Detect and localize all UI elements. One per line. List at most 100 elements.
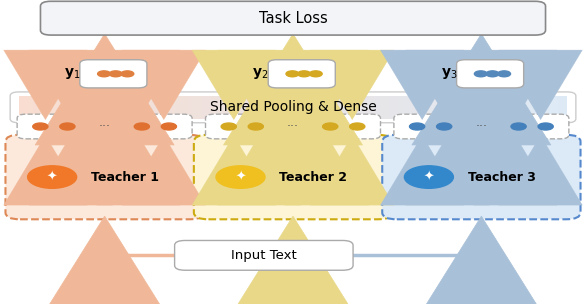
Bar (280, 96, 284, 119)
Bar (97, 96, 101, 119)
Circle shape (134, 123, 149, 130)
Bar (503, 96, 507, 119)
Bar (389, 96, 394, 119)
Text: ···: ··· (98, 120, 111, 133)
Bar (343, 96, 348, 119)
Bar (348, 96, 352, 119)
Bar (535, 96, 540, 119)
Bar (220, 96, 224, 119)
Circle shape (28, 166, 77, 188)
Circle shape (33, 123, 48, 130)
Text: ···: ··· (475, 120, 488, 133)
Circle shape (323, 123, 338, 130)
Bar (375, 96, 380, 119)
Bar (60, 96, 64, 119)
Bar (366, 96, 371, 119)
Bar (105, 96, 110, 119)
Circle shape (98, 71, 110, 77)
Circle shape (298, 71, 311, 77)
Circle shape (437, 123, 452, 130)
Bar (462, 96, 466, 119)
Bar (471, 96, 476, 119)
Bar (549, 96, 553, 119)
FancyBboxPatch shape (394, 114, 569, 139)
Circle shape (248, 123, 263, 130)
Bar (120, 96, 124, 119)
Bar (243, 96, 247, 119)
FancyBboxPatch shape (268, 60, 335, 88)
Bar (302, 96, 306, 119)
Bar (37, 96, 42, 119)
Bar (83, 96, 87, 119)
Bar (494, 96, 499, 119)
Circle shape (475, 71, 487, 77)
Bar (265, 96, 270, 119)
Bar (92, 96, 97, 119)
FancyBboxPatch shape (456, 60, 524, 88)
Circle shape (350, 123, 365, 130)
Bar (444, 96, 448, 119)
Bar (138, 96, 142, 119)
Bar (553, 96, 558, 119)
Circle shape (161, 123, 176, 130)
Bar (481, 96, 485, 119)
FancyBboxPatch shape (175, 240, 353, 270)
Bar (352, 96, 357, 119)
Bar (42, 96, 46, 119)
Bar (435, 96, 439, 119)
Bar (329, 96, 334, 119)
Circle shape (221, 123, 236, 130)
Bar (161, 96, 165, 119)
Bar (238, 96, 243, 119)
Bar (211, 96, 215, 119)
Bar (206, 96, 211, 119)
Bar (398, 96, 403, 119)
Text: $\mathbf{y}_2$: $\mathbf{y}_2$ (253, 66, 269, 81)
Circle shape (286, 71, 299, 77)
Bar (261, 96, 265, 119)
Bar (224, 96, 229, 119)
Bar (19, 96, 23, 119)
Bar (74, 96, 79, 119)
Bar (110, 96, 115, 119)
Circle shape (486, 71, 499, 77)
Text: ✦: ✦ (47, 171, 57, 184)
Bar (156, 96, 161, 119)
Bar (394, 96, 398, 119)
Bar (334, 96, 339, 119)
Bar (197, 96, 202, 119)
Bar (507, 96, 512, 119)
Text: Shared Pooling & Dense: Shared Pooling & Dense (210, 100, 376, 114)
Bar (439, 96, 444, 119)
Bar (371, 96, 375, 119)
Bar (407, 96, 412, 119)
Bar (316, 96, 321, 119)
Bar (430, 96, 435, 119)
FancyBboxPatch shape (5, 135, 204, 219)
Bar (339, 96, 343, 119)
Bar (101, 96, 105, 119)
Bar (202, 96, 206, 119)
Bar (128, 96, 133, 119)
Bar (183, 96, 188, 119)
Bar (421, 96, 425, 119)
Bar (165, 96, 170, 119)
Bar (293, 96, 298, 119)
Bar (234, 96, 238, 119)
Bar (311, 96, 316, 119)
Circle shape (404, 166, 454, 188)
Circle shape (498, 71, 510, 77)
Bar (458, 96, 462, 119)
Bar (179, 96, 183, 119)
Bar (357, 96, 362, 119)
Bar (64, 96, 69, 119)
Text: Teacher 2: Teacher 2 (280, 171, 347, 184)
Bar (252, 96, 257, 119)
Bar (87, 96, 92, 119)
Bar (321, 96, 325, 119)
Bar (192, 96, 197, 119)
Bar (425, 96, 430, 119)
Text: Task Loss: Task Loss (258, 11, 328, 26)
Bar (522, 96, 526, 119)
Bar (275, 96, 280, 119)
